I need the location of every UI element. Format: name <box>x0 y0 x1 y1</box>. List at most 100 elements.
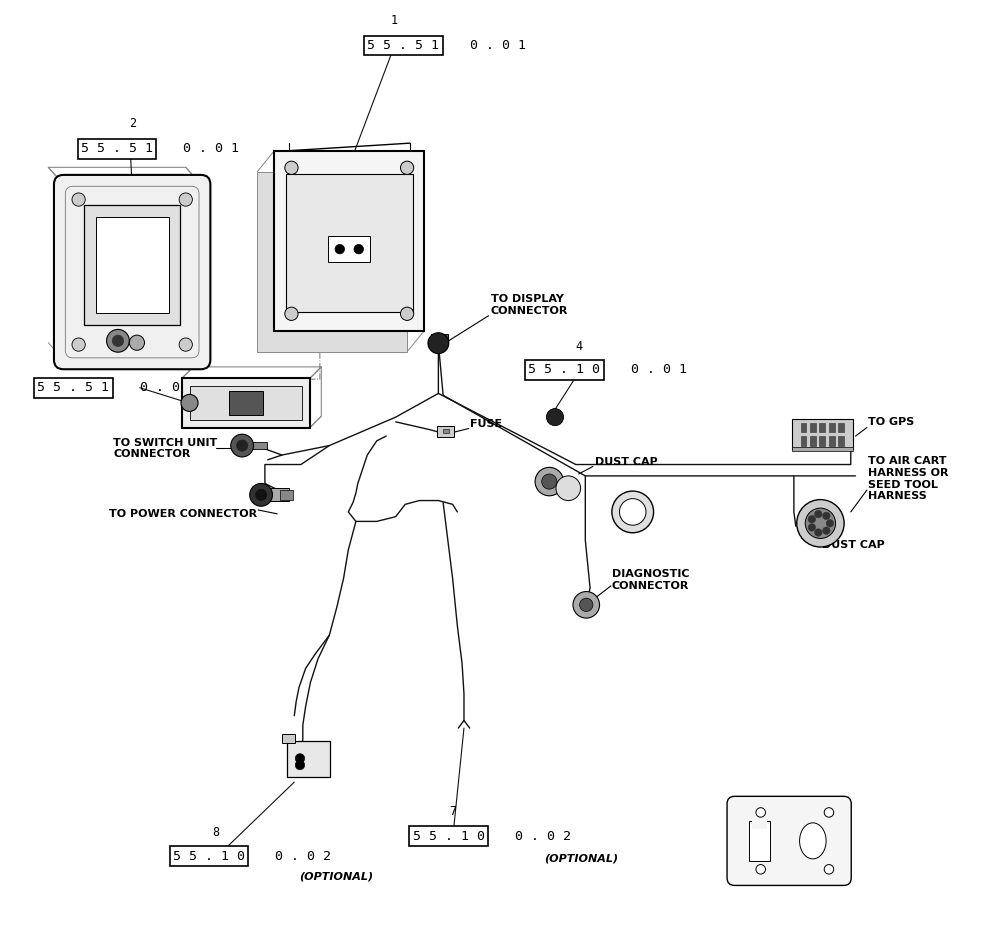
Circle shape <box>826 520 834 527</box>
Circle shape <box>542 474 557 489</box>
Circle shape <box>107 330 129 353</box>
Circle shape <box>285 161 298 174</box>
FancyBboxPatch shape <box>274 151 424 331</box>
Bar <box>838 436 844 446</box>
Bar <box>443 429 449 433</box>
Bar <box>792 447 853 451</box>
Text: 0 . 0 1: 0 . 0 1 <box>183 142 239 155</box>
Circle shape <box>112 336 124 347</box>
Bar <box>257 172 407 352</box>
Circle shape <box>823 527 830 535</box>
Bar <box>182 378 310 428</box>
Circle shape <box>236 440 248 451</box>
Bar <box>819 423 825 432</box>
Circle shape <box>815 529 822 537</box>
Bar <box>810 436 816 446</box>
Bar <box>801 436 806 446</box>
Circle shape <box>295 754 305 763</box>
Bar <box>287 741 330 777</box>
Circle shape <box>805 508 836 538</box>
Text: TO POWER CONNECTOR: TO POWER CONNECTOR <box>109 509 258 519</box>
Text: TO DISPLAY
CONNECTOR: TO DISPLAY CONNECTOR <box>491 295 568 316</box>
Text: 0 . 0 1: 0 . 0 1 <box>470 39 526 52</box>
Ellipse shape <box>800 823 826 859</box>
Circle shape <box>808 516 816 523</box>
Text: 3: 3 <box>75 356 82 370</box>
Circle shape <box>580 598 593 611</box>
Circle shape <box>72 193 85 207</box>
Circle shape <box>815 510 822 518</box>
Text: 0 . 0 1: 0 . 0 1 <box>631 363 687 376</box>
Circle shape <box>535 467 564 496</box>
Circle shape <box>573 592 600 618</box>
Text: 6: 6 <box>803 814 810 828</box>
Circle shape <box>250 483 272 506</box>
Text: DUST CAP: DUST CAP <box>595 457 658 466</box>
Bar <box>819 436 825 446</box>
Circle shape <box>285 307 298 320</box>
Bar <box>248 442 267 449</box>
Bar <box>792 419 853 449</box>
Text: 8: 8 <box>212 826 219 839</box>
Circle shape <box>546 409 564 426</box>
Text: 0 . 0 2: 0 . 0 2 <box>515 830 571 843</box>
Circle shape <box>181 394 198 411</box>
Circle shape <box>179 193 192 207</box>
Circle shape <box>231 434 254 457</box>
Circle shape <box>179 338 192 352</box>
Circle shape <box>556 476 581 501</box>
Text: (OPTIONAL): (OPTIONAL) <box>545 854 619 864</box>
Bar <box>829 436 835 446</box>
Bar <box>328 236 370 263</box>
Text: TO GPS: TO GPS <box>868 417 914 427</box>
Circle shape <box>619 499 646 525</box>
Circle shape <box>428 333 449 354</box>
Bar <box>190 386 302 420</box>
Circle shape <box>824 865 834 874</box>
Circle shape <box>72 338 85 352</box>
Circle shape <box>295 760 305 770</box>
Circle shape <box>400 161 414 174</box>
Text: 0 . 0 2: 0 . 0 2 <box>275 849 331 863</box>
Bar <box>431 334 448 343</box>
Bar <box>829 423 835 432</box>
Text: 5 5 . 5 1: 5 5 . 5 1 <box>37 381 109 394</box>
Circle shape <box>756 808 765 817</box>
Text: 5 5 . 5 1: 5 5 . 5 1 <box>367 39 439 52</box>
Circle shape <box>400 307 414 320</box>
Text: 1: 1 <box>390 13 397 27</box>
Text: 0 . 0: 0 . 0 <box>140 381 180 394</box>
Circle shape <box>823 512 830 520</box>
Bar <box>749 821 770 861</box>
Circle shape <box>808 523 816 531</box>
Text: 4: 4 <box>575 339 582 353</box>
Circle shape <box>756 865 765 874</box>
Text: DUST CAP: DUST CAP <box>822 540 885 550</box>
Bar <box>84 206 180 325</box>
Text: 5 5 . 1 0: 5 5 . 1 0 <box>413 830 485 843</box>
FancyBboxPatch shape <box>54 175 210 370</box>
Circle shape <box>797 500 844 547</box>
FancyBboxPatch shape <box>727 796 851 885</box>
Text: TO SWITCH UNIT
CONNECTOR: TO SWITCH UNIT CONNECTOR <box>113 438 217 459</box>
Circle shape <box>354 245 363 254</box>
Text: (OPTIONAL): (OPTIONAL) <box>299 872 373 882</box>
Text: 5 5 . 1 0: 5 5 . 1 0 <box>173 849 245 863</box>
Bar <box>280 490 293 500</box>
Text: 2: 2 <box>130 117 137 130</box>
Bar <box>229 391 263 415</box>
Text: 5 5 . 1 0: 5 5 . 1 0 <box>528 363 600 376</box>
Circle shape <box>612 491 654 533</box>
Text: 7: 7 <box>449 805 456 818</box>
Bar <box>286 174 413 312</box>
Bar <box>810 423 816 432</box>
Text: FUSE: FUSE <box>470 419 502 428</box>
Circle shape <box>255 489 267 501</box>
Bar <box>268 488 289 501</box>
Circle shape <box>824 808 834 817</box>
Bar <box>801 423 806 432</box>
Text: DIAGNOSTIC
CONNECTOR: DIAGNOSTIC CONNECTOR <box>612 570 689 591</box>
Bar <box>437 426 454 437</box>
Text: TO AIR CART
HARNESS OR
SEED TOOL
HARNESS: TO AIR CART HARNESS OR SEED TOOL HARNESS <box>868 456 948 501</box>
Circle shape <box>129 336 145 351</box>
